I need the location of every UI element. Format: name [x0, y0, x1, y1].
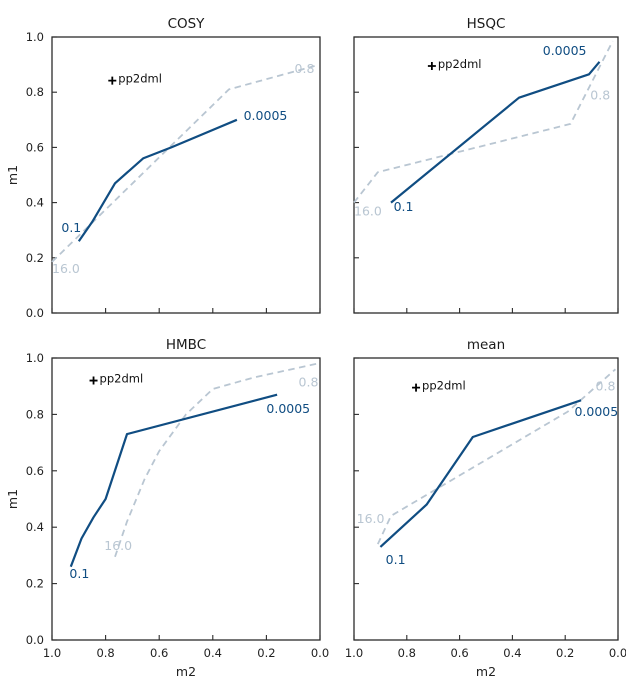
hsqc-threshold-solid — [390, 61, 601, 204]
cosy-curve-label: 16.0 — [52, 261, 80, 276]
cosy-axes-frame — [51, 36, 321, 314]
x-tick-label: 0.2 — [556, 646, 574, 660]
hmbc-curve-label: 0.8 — [299, 374, 319, 389]
x-tick-label: 0.4 — [204, 646, 222, 660]
y-tick-label: 0.2 — [26, 251, 44, 265]
mean-y-ticks — [354, 357, 359, 641]
mean-baseline-dashed — [376, 368, 616, 545]
cosy-ylabel: m1 — [5, 165, 20, 185]
mean-xlabel: m2 — [476, 664, 496, 679]
x-tick-label: 0.6 — [150, 646, 168, 660]
hmbc-y-ticks: 1.0 0.8 0.6 0.4 0.2 0.0 — [26, 351, 57, 647]
x-tick-label: 0.0 — [609, 646, 626, 660]
hmbc-threshold-solid — [69, 393, 278, 568]
hsqc-plus-marker-icon — [427, 61, 436, 70]
y-tick-label: 1.0 — [26, 351, 44, 365]
cosy-y-ticks: 1.0 0.8 0.6 0.4 0.2 0.0 — [26, 30, 57, 320]
hmbc-curve-label: 0.1 — [69, 566, 89, 581]
cosy-curve-label: 0.1 — [61, 220, 81, 235]
x-tick-label: 0.6 — [450, 646, 468, 660]
hmbc-ylabel: m1 — [5, 489, 20, 509]
y-tick-label: 0.8 — [26, 85, 44, 99]
cosy-title: COSY — [168, 16, 206, 32]
mean-threshold-solid — [379, 399, 582, 548]
y-tick-label: 0.0 — [26, 633, 44, 647]
mean-subplot: mean 1.0 0.8 0.6 0.4 0.2 0.0 m2 16.0 0.8 0.1 0.0005… — [345, 337, 626, 679]
hsqc-curve-label: 0.8 — [590, 87, 610, 102]
hsqc-title: HSQC — [467, 16, 506, 32]
hmbc-curve-label: 16.0 — [104, 538, 132, 553]
hsqc-curve-label: 0.0005 — [543, 43, 587, 58]
x-tick-label: 0.8 — [96, 646, 114, 660]
hmbc-annotation-label: pp2dml — [100, 372, 144, 386]
hsqc-axes-frame — [353, 36, 619, 314]
hmbc-title: HMBC — [166, 337, 206, 353]
cosy-baseline-dashed — [51, 65, 315, 263]
hmbc-plus-marker-icon — [89, 376, 98, 385]
y-tick-label: 0.6 — [26, 464, 44, 478]
hsqc-x-ticks — [353, 308, 619, 313]
x-tick-label: 1.0 — [43, 646, 61, 660]
hsqc-annotation-label: pp2dml — [438, 57, 482, 71]
mean-plus-marker-icon — [412, 383, 421, 392]
hsqc-y-ticks — [354, 36, 359, 314]
hsqc-curve-label: 16.0 — [354, 203, 382, 218]
cosy-threshold-solid — [77, 118, 238, 242]
mean-title: mean — [467, 337, 505, 353]
y-tick-label: 0.2 — [26, 577, 44, 591]
x-tick-label: 0.8 — [398, 646, 416, 660]
cosy-curve-label: 0.8 — [295, 61, 315, 76]
hmbc-baseline-dashed — [114, 362, 318, 558]
mean-x-ticks: 1.0 0.8 0.6 0.4 0.2 0.0 — [345, 635, 626, 660]
hsqc-subplot: HSQC 16.0 0.8 0.1 0.0005 pp2dml — [353, 16, 619, 314]
mean-annotation-label: pp2dml — [422, 379, 466, 393]
mean-curve-label: 0.0005 — [574, 404, 618, 419]
mean-axes-frame — [353, 357, 619, 641]
mean-curve-label: 0.8 — [596, 379, 616, 394]
y-tick-label: 0.8 — [26, 407, 44, 421]
x-tick-label: 1.0 — [345, 646, 363, 660]
y-tick-label: 0.0 — [26, 306, 44, 320]
x-tick-label: 0.2 — [257, 646, 275, 660]
y-tick-label: 0.4 — [26, 520, 44, 534]
cosy-curve-label: 0.0005 — [244, 108, 288, 123]
mean-curve-label: 16.0 — [357, 511, 385, 526]
cosy-plus-marker-icon — [108, 76, 117, 85]
mean-curve-label: 0.1 — [386, 552, 406, 567]
cosy-x-ticks — [51, 308, 321, 313]
cosy-annotation-label: pp2dml — [118, 72, 162, 86]
hsqc-baseline-dashed — [353, 40, 614, 204]
cosy-subplot: COSY 1.0 0.8 0.6 0.4 0.2 0.0 m1 16.0 0.8 0.1 0.0005… — [5, 16, 321, 320]
hmbc-curve-label: 0.0005 — [266, 401, 310, 416]
hmbc-x-ticks: 1.0 0.8 0.6 0.4 0.2 0.0 — [43, 635, 329, 660]
y-tick-label: 0.4 — [26, 196, 44, 210]
x-tick-label: 0.0 — [311, 646, 329, 660]
hsqc-curve-label: 0.1 — [394, 199, 414, 214]
hmbc-xlabel: m2 — [176, 664, 196, 679]
y-tick-label: 1.0 — [26, 30, 44, 44]
y-tick-label: 0.6 — [26, 140, 44, 154]
x-tick-label: 0.4 — [503, 646, 521, 660]
hmbc-axes-frame — [51, 357, 321, 641]
